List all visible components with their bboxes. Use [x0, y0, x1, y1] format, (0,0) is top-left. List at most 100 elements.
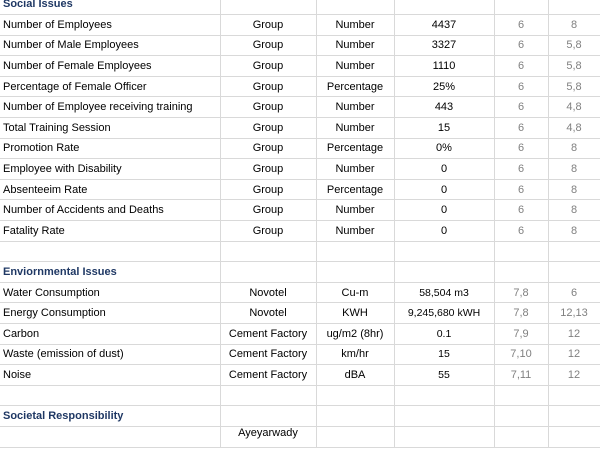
- cell[interactable]: [316, 241, 395, 263]
- sdg-cell[interactable]: 8: [548, 158, 600, 180]
- unit-cell[interactable]: km/hr: [316, 344, 395, 366]
- metric-cell[interactable]: Noise: [0, 364, 221, 386]
- metric-cell[interactable]: Energy Consumption: [0, 302, 221, 324]
- cell[interactable]: [220, 0, 317, 16]
- metric-cell[interactable]: Number of Employees: [0, 14, 221, 36]
- scope-cell[interactable]: Group: [220, 158, 317, 180]
- unit-cell[interactable]: Number: [316, 199, 395, 222]
- cell[interactable]: [316, 0, 395, 16]
- sdg-cell[interactable]: 5,8: [548, 35, 600, 57]
- gri-cell[interactable]: 6: [494, 96, 549, 119]
- scope-cell[interactable]: Group: [220, 14, 317, 36]
- cell[interactable]: [494, 385, 549, 407]
- sdg-cell[interactable]: 12: [548, 344, 600, 366]
- value-cell[interactable]: 58,504 m3: [394, 282, 495, 304]
- cell[interactable]: [548, 261, 600, 283]
- cell[interactable]: [0, 385, 221, 407]
- cell[interactable]: [548, 0, 600, 16]
- value-cell[interactable]: 1110: [394, 55, 495, 77]
- scope-cell[interactable]: Cement Factory: [220, 344, 317, 366]
- gri-cell[interactable]: 7,8: [494, 302, 549, 324]
- cell[interactable]: [494, 405, 549, 427]
- unit-cell[interactable]: Percentage: [316, 76, 395, 98]
- metric-cell[interactable]: Employee with Disability: [0, 158, 221, 180]
- metric-cell[interactable]: Promotion Rate: [0, 138, 221, 160]
- gri-cell[interactable]: 7,8: [494, 282, 549, 304]
- metric-cell[interactable]: Number of Accidents and Deaths: [0, 199, 221, 222]
- sdg-cell[interactable]: 8: [548, 220, 600, 242]
- section-social-title[interactable]: Social Issues: [0, 0, 221, 16]
- cell[interactable]: [220, 405, 317, 427]
- sdg-cell[interactable]: 5,8: [548, 55, 600, 77]
- unit-cell[interactable]: ug/m2 (8hr): [316, 323, 395, 345]
- scope-cell[interactable]: Group: [220, 138, 317, 160]
- cell[interactable]: [220, 385, 317, 407]
- cell[interactable]: [0, 241, 221, 263]
- cell[interactable]: [394, 385, 495, 407]
- gri-cell[interactable]: 6: [494, 179, 549, 201]
- gri-cell[interactable]: 6: [494, 35, 549, 57]
- unit-cell[interactable]: Number: [316, 220, 395, 242]
- cell[interactable]: [494, 261, 549, 283]
- unit-cell[interactable]: KWH: [316, 302, 395, 324]
- scope-cell[interactable]: Group: [220, 96, 317, 119]
- metric-cell[interactable]: Number of Female Employees: [0, 55, 221, 77]
- gri-cell[interactable]: 6: [494, 199, 549, 222]
- scope-cell[interactable]: Novotel: [220, 302, 317, 324]
- value-cell[interactable]: 0%: [394, 138, 495, 160]
- metric-cell[interactable]: Water Consumption: [0, 282, 221, 304]
- sdg-cell[interactable]: 6: [548, 282, 600, 304]
- value-cell[interactable]: 15: [394, 344, 495, 366]
- unit-cell[interactable]: Number: [316, 117, 395, 139]
- scope-cell[interactable]: Group: [220, 76, 317, 98]
- cell[interactable]: [548, 426, 600, 448]
- scope-cell[interactable]: Group: [220, 199, 317, 222]
- cell[interactable]: [316, 385, 395, 407]
- gri-cell[interactable]: 6: [494, 76, 549, 98]
- value-cell[interactable]: 0.1: [394, 323, 495, 345]
- unit-cell[interactable]: Number: [316, 55, 395, 77]
- value-cell[interactable]: 55: [394, 364, 495, 386]
- sdg-cell[interactable]: 8: [548, 199, 600, 222]
- cell[interactable]: [394, 426, 495, 448]
- sdg-cell[interactable]: 12,13: [548, 302, 600, 324]
- cell[interactable]: [316, 426, 395, 448]
- cell[interactable]: [494, 241, 549, 263]
- cell[interactable]: [394, 241, 495, 263]
- section-environmental-title[interactable]: Enviornmental Issues: [0, 261, 221, 283]
- metric-cell[interactable]: Fatality Rate: [0, 220, 221, 242]
- sdg-cell[interactable]: 8: [548, 14, 600, 36]
- scope-cell[interactable]: Cement Factory: [220, 323, 317, 345]
- scope-cell[interactable]: Group: [220, 220, 317, 242]
- cell[interactable]: [548, 385, 600, 407]
- value-cell[interactable]: 0: [394, 179, 495, 201]
- cell[interactable]: [394, 261, 495, 283]
- unit-cell[interactable]: Cu-m: [316, 282, 395, 304]
- cell[interactable]: [220, 261, 317, 283]
- unit-cell[interactable]: Percentage: [316, 179, 395, 201]
- value-cell[interactable]: 25%: [394, 76, 495, 98]
- value-cell[interactable]: 3327: [394, 35, 495, 57]
- cell[interactable]: [220, 241, 317, 263]
- gri-cell[interactable]: 7,10: [494, 344, 549, 366]
- value-cell[interactable]: 0: [394, 199, 495, 222]
- metric-cell[interactable]: Absenteeim Rate: [0, 179, 221, 201]
- sdg-cell[interactable]: 5,8: [548, 76, 600, 98]
- value-cell[interactable]: 9,245,680 kWH: [394, 302, 495, 324]
- unit-cell[interactable]: dBA: [316, 364, 395, 386]
- value-cell[interactable]: 0: [394, 220, 495, 242]
- gri-cell[interactable]: 6: [494, 55, 549, 77]
- cell[interactable]: [494, 0, 549, 16]
- gri-cell[interactable]: 6: [494, 220, 549, 242]
- unit-cell[interactable]: Number: [316, 35, 395, 57]
- unit-cell[interactable]: Number: [316, 96, 395, 119]
- gri-cell[interactable]: 7,11: [494, 364, 549, 386]
- value-cell[interactable]: 4437: [394, 14, 495, 36]
- scope-cell[interactable]: Group: [220, 35, 317, 57]
- unit-cell[interactable]: Number: [316, 158, 395, 180]
- scope-cell[interactable]: Group: [220, 179, 317, 201]
- unit-cell[interactable]: Percentage: [316, 138, 395, 160]
- gri-cell[interactable]: 6: [494, 138, 549, 160]
- metric-cell[interactable]: Waste (emission of dust): [0, 344, 221, 366]
- scope-cell[interactable]: Ayeyarwady: [220, 426, 317, 448]
